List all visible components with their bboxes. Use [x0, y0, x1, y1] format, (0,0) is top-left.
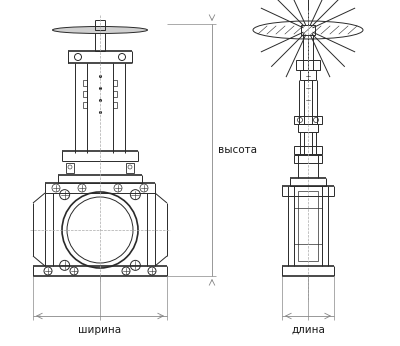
Bar: [298, 124, 318, 132]
Bar: [300, 70, 316, 80]
Bar: [296, 60, 320, 70]
Bar: [294, 155, 322, 163]
Bar: [113, 91, 117, 97]
Text: высота: высота: [218, 145, 257, 155]
Bar: [294, 116, 322, 124]
Ellipse shape: [52, 27, 148, 34]
Bar: [66, 163, 74, 173]
Bar: [301, 25, 315, 35]
Bar: [95, 26, 105, 30]
Text: длина: длина: [291, 325, 325, 335]
Bar: [83, 91, 87, 97]
Bar: [83, 80, 87, 86]
Bar: [113, 80, 117, 86]
Bar: [126, 163, 134, 173]
Bar: [294, 146, 322, 154]
Bar: [83, 102, 87, 108]
Text: ширина: ширина: [78, 325, 122, 335]
Bar: [298, 191, 318, 261]
Bar: [113, 102, 117, 108]
Bar: [294, 208, 322, 244]
